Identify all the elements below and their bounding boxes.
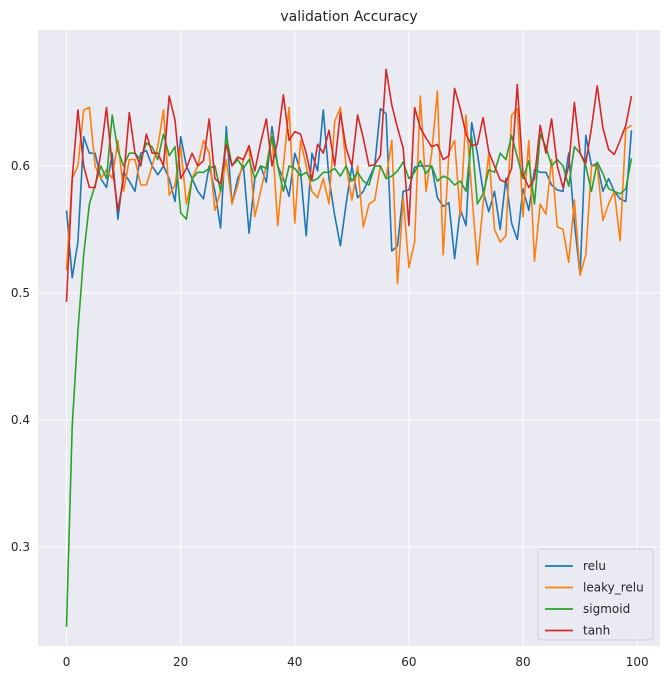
series-line-leaky-relu <box>65 90 632 285</box>
legend-label: tanh <box>583 624 610 638</box>
x-tick-label: 40 <box>287 655 302 669</box>
x-tick-label: 60 <box>401 655 416 669</box>
legend-label: relu <box>583 559 606 573</box>
x-tick-label: 100 <box>626 655 649 669</box>
legend-box <box>537 548 654 641</box>
legend-label: sigmoid <box>583 602 630 616</box>
y-tick-label: 0.6 <box>11 159 30 173</box>
y-tick-label: 0.3 <box>11 540 30 554</box>
chart-title: validation Accuracy <box>280 9 417 25</box>
x-tick-label: 20 <box>173 655 188 669</box>
series-line-tanh <box>65 68 633 302</box>
x-tick-label: 80 <box>515 655 530 669</box>
legend-label: leaky_relu <box>583 581 644 595</box>
x-tick-label: 0 <box>63 655 71 669</box>
series-line-sigmoid <box>65 114 633 627</box>
y-tick-label: 0.4 <box>11 413 30 427</box>
plot-area <box>38 30 660 646</box>
y-tick-label: 0.5 <box>11 286 30 300</box>
